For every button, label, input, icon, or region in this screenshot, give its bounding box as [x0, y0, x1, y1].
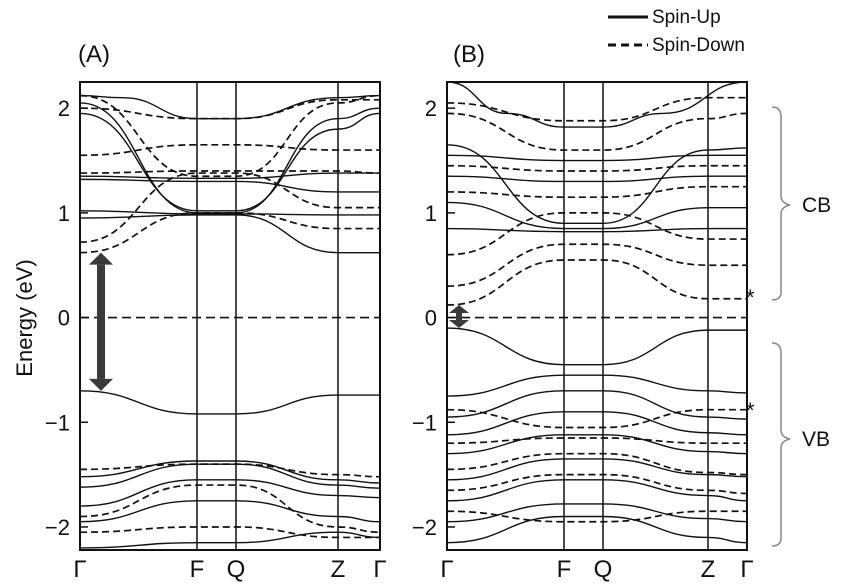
band-gap-arrow-head-top: [449, 305, 469, 314]
band-gap-arrow-head-bottom: [89, 378, 113, 391]
spin-up-band-3: [80, 479, 380, 507]
spin-up-band-5: [447, 458, 747, 481]
bands: [80, 94, 380, 549]
band-gap-arrow-head-bottom: [449, 320, 469, 329]
panel-b: (B) 210−1−2Γ F Q Z Γ: [412, 41, 754, 583]
spin-down-band-15: [447, 259, 747, 306]
spin-down-band-18: [80, 94, 380, 178]
spin-up-band-13: [447, 201, 747, 230]
spin-down-band-19: [447, 164, 747, 172]
spin-down-band-21: [447, 112, 747, 151]
kpoint-label-3: Z: [331, 556, 346, 583]
spin-up-band-1: [447, 374, 747, 397]
y-tick-label-4: −2: [45, 515, 70, 540]
band-gap-arrow-head-top: [89, 252, 113, 265]
kpoint-label-2: Q: [227, 556, 246, 583]
spin-down-band-14: [80, 172, 380, 244]
panel-a-plot: 210−1−2Γ F Q Z Γ: [45, 81, 387, 583]
spin-up-band-0: [80, 390, 380, 415]
cb-min-star: *: [746, 285, 755, 310]
y-tick-label-3: −1: [412, 410, 437, 435]
y-tick-label-1: 1: [425, 201, 437, 226]
bands: [447, 82, 747, 544]
spin-up-band-7: [447, 503, 747, 523]
spin-up-band-4: [80, 500, 380, 523]
spin-down-band-15: [80, 143, 380, 157]
kpoint-label-2: Q: [594, 556, 613, 583]
spin-down-band-25: [447, 473, 747, 495]
y-tick-label-0: 2: [58, 96, 70, 121]
spin-up-band-0: [447, 327, 747, 366]
panel-a-label: (A): [78, 41, 110, 68]
panel-a: (A) 210−1−2Γ F Q Z Γ: [45, 41, 387, 583]
spin-up-band-12: [447, 175, 747, 183]
spin-down-band-17: [447, 212, 747, 256]
panel-b-plot: 210−1−2Γ F Q Z Γ: [412, 81, 754, 583]
cb-label: CB: [802, 194, 831, 217]
kpoint-label-1: F: [557, 556, 572, 583]
spin-up-band-10: [80, 178, 380, 193]
vb-max-star: *: [746, 398, 755, 423]
plot-frame: [79, 81, 381, 551]
spin-up-band-8: [447, 515, 747, 544]
spin-up-band-11: [447, 154, 747, 162]
spin-down-band-19: [80, 463, 380, 478]
panel-b-label: (B): [453, 41, 485, 68]
y-tick-label-4: −2: [412, 515, 437, 540]
y-tick-label-2: 0: [425, 306, 437, 331]
spin-up-band-5: [80, 531, 380, 549]
spin-down-band-17: [80, 98, 380, 120]
kpoint-label-4: Γ: [373, 556, 386, 583]
plot-frame: [446, 81, 748, 551]
legend-label-spin-down: Spin-Down: [652, 35, 745, 56]
spin-down-band-18: [447, 185, 747, 199]
spin-down-band-16: [447, 243, 747, 288]
y-tick-label-3: −1: [45, 410, 70, 435]
spin-down-band-24: [447, 452, 747, 476]
kpoint-label-4: Γ: [740, 556, 753, 583]
y-tick-label-1: 1: [58, 201, 70, 226]
spin-up-band-7: [80, 102, 380, 214]
spin-down-band-13: [80, 212, 380, 254]
legend: Spin-Up Spin-Down: [608, 7, 745, 56]
y-tick-label-2: 0: [58, 306, 70, 331]
spin-down-band-20: [80, 484, 380, 534]
spin-down-band-23: [447, 437, 747, 445]
kpoint-label-0: Γ: [440, 556, 453, 583]
spin-up-band-9: [447, 82, 747, 128]
kpoint-label-3: Z: [701, 556, 716, 583]
spin-down-band-20: [447, 96, 747, 122]
vb-bracket-line: [771, 342, 791, 547]
spin-up-band-4: [447, 434, 747, 455]
cb-bracket: CB: [771, 106, 831, 301]
cb-bracket-line: [771, 106, 791, 301]
vb-bracket: VB: [771, 342, 830, 547]
spin-up-band-12: [80, 214, 380, 254]
legend-label-spin-up: Spin-Up: [652, 7, 721, 28]
y-axis-label: Energy (eV): [12, 259, 37, 376]
vb-label: VB: [802, 428, 830, 451]
kpoint-label-0: Γ: [73, 556, 86, 583]
spin-up-band-8: [80, 112, 380, 212]
kpoint-label-1: F: [190, 556, 205, 583]
y-tick-label-0: 2: [425, 96, 437, 121]
